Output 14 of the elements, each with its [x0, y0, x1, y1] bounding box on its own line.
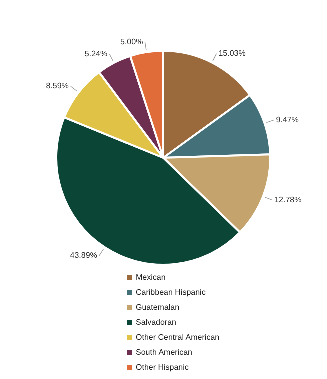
data-label: 5.00%	[120, 38, 144, 47]
data-label: 43.89%	[70, 251, 98, 260]
data-label: 12.78%	[274, 196, 302, 205]
data-label: 8.59%	[46, 82, 69, 91]
legend-label: Guatemalan	[136, 303, 180, 312]
legend-label: Other Central American	[136, 333, 220, 342]
legend-label: South American	[136, 348, 192, 357]
legend-label: Other Hispanic	[136, 363, 189, 372]
data-label: 15.03%	[218, 49, 246, 58]
legend-label: Mexican	[136, 273, 166, 282]
data-label: 9.47%	[276, 115, 299, 124]
legend-label: Salvadoran	[136, 318, 176, 327]
legend-label: Caribbean Hispanic	[136, 288, 206, 297]
data-label: 5.24%	[84, 49, 108, 58]
